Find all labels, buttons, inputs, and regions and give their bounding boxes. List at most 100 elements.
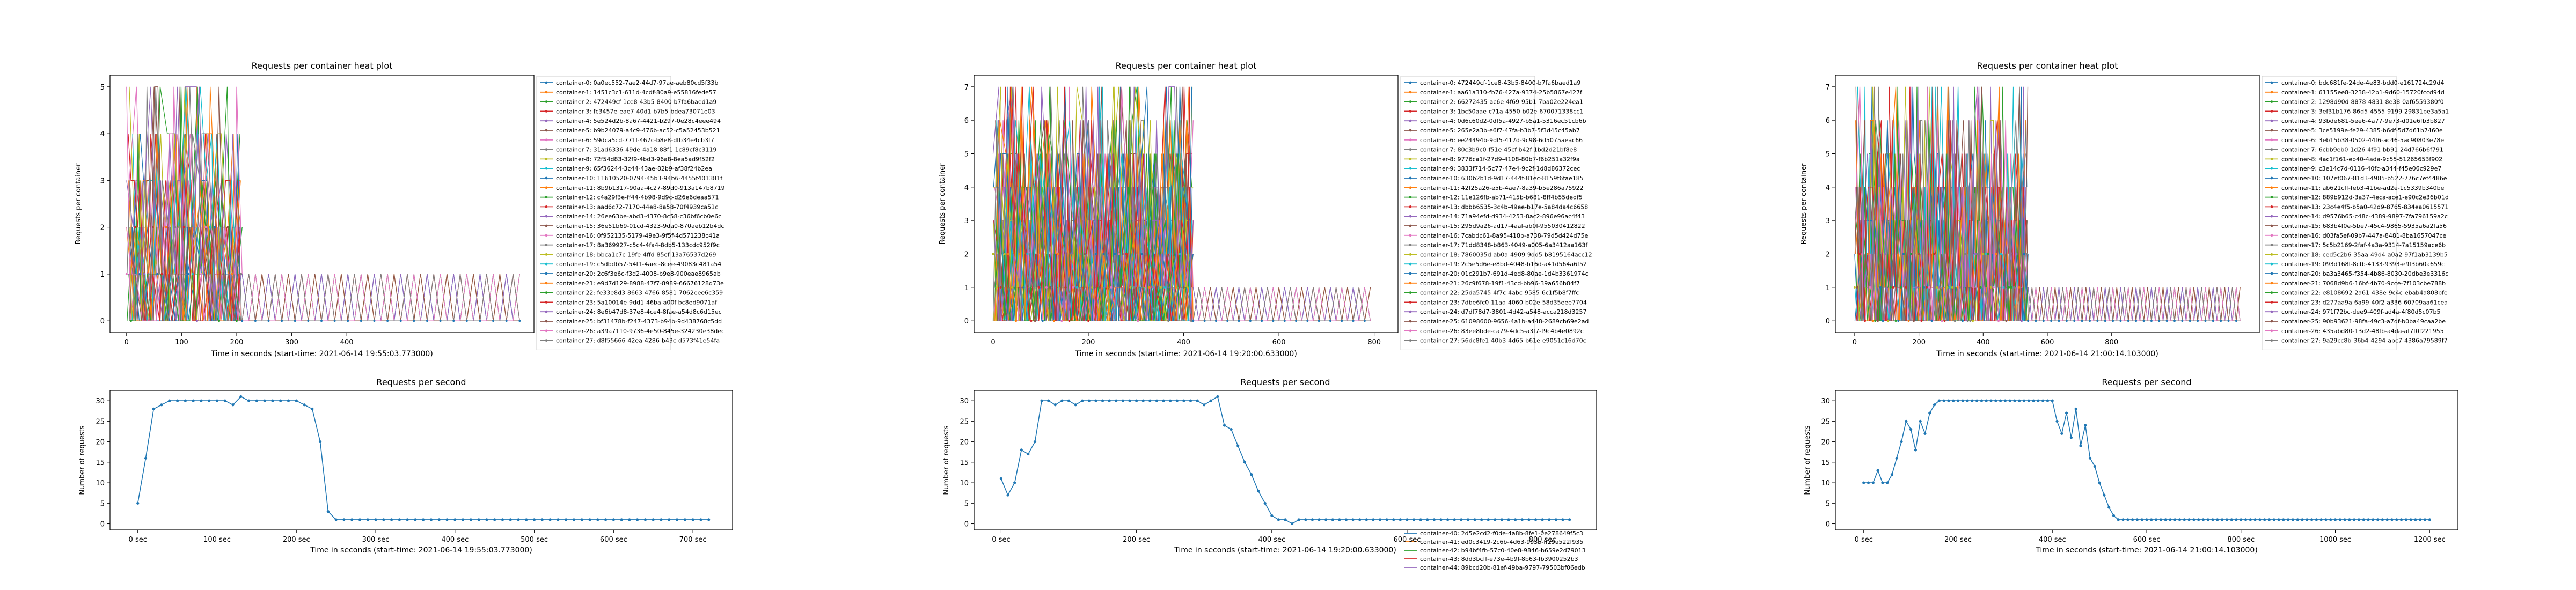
heat-marker (254, 320, 257, 322)
legend-marker (1409, 138, 1412, 142)
rps-point (350, 518, 354, 521)
rps-frame (1835, 390, 2458, 530)
legend-marker (2270, 329, 2273, 333)
legend-entry: container-19: 2c5e5d6e-e8bd-4048-b16d-a4… (1420, 261, 1587, 268)
heat-marker (1974, 253, 1977, 255)
heat-series-group (1853, 86, 2241, 322)
rps-point (668, 518, 671, 521)
heat-marker (1159, 286, 1162, 289)
rps-point (1923, 432, 1927, 435)
heat-marker (1163, 286, 1166, 289)
rps-point (2046, 399, 2050, 402)
legend-marker (545, 320, 548, 323)
heat-marker (2204, 320, 2207, 322)
rps-point (1053, 403, 1057, 407)
rps-point (1378, 518, 1382, 521)
rps-point (1013, 481, 1016, 484)
heat-marker (1964, 253, 1966, 255)
rps-point (2404, 518, 2407, 521)
rps-point (1466, 518, 1470, 521)
heat-marker (1053, 320, 1056, 322)
heat-marker (1182, 286, 1185, 289)
heat-marker (1099, 286, 1101, 289)
heat-marker (267, 320, 270, 322)
heat-marker (452, 320, 455, 322)
rps-point (2291, 518, 2295, 521)
rps-point (2343, 518, 2346, 521)
legend-marker (2270, 244, 2273, 246)
heat-xlabel: Time in seconds (start-time: 2021-06-14 … (1936, 350, 2158, 358)
rps-point (1108, 399, 1111, 402)
heat-marker (1087, 320, 1090, 322)
legend-marker (2270, 81, 2273, 84)
heat-marker (1907, 320, 1910, 322)
legend-marker (545, 224, 548, 227)
heat-marker (1249, 320, 1252, 322)
rps-point (1419, 518, 1422, 521)
rps-point (2310, 518, 2314, 521)
heat-marker (2197, 320, 2199, 322)
rps-point (1243, 461, 1246, 464)
heat-marker (1341, 320, 1343, 322)
heat-marker (426, 320, 428, 322)
rps-point (429, 518, 433, 521)
heat-ytick-label: 5 (100, 84, 105, 92)
rps-point (1230, 428, 1233, 431)
rps-series-line (137, 396, 709, 520)
heat-marker (1962, 320, 1964, 322)
legend-marker (2270, 253, 2273, 256)
rps-point (2187, 518, 2191, 521)
heat-marker (996, 286, 998, 289)
heat-marker (2142, 320, 2145, 322)
rps-point (532, 518, 536, 521)
rps-point (200, 399, 203, 402)
heat-marker (231, 272, 233, 275)
legend-marker (545, 301, 548, 304)
legend-marker (1409, 224, 1412, 227)
legend-marker (2270, 110, 2273, 113)
heat-marker (1106, 286, 1109, 289)
rps-xtick-label: 200 sec (1123, 536, 1150, 544)
heat-marker (281, 320, 283, 322)
rps-point (2065, 411, 2068, 415)
heat-tail-6 (242, 274, 520, 321)
rps-point (2169, 518, 2172, 521)
heat-marker (2212, 320, 2214, 322)
rps-point (1304, 518, 1307, 521)
heat-marker (1007, 253, 1009, 255)
rps-ytick-label: 5 (964, 500, 969, 508)
heat-marker (1946, 286, 1949, 289)
heat-xtick-label: 800 (1367, 338, 1381, 346)
rps-point (1933, 403, 1936, 407)
rps-point (2027, 399, 2030, 402)
heat-marker (1915, 286, 1918, 289)
rps-point (1392, 518, 1395, 521)
heat-marker (1167, 320, 1170, 322)
legend-marker (1409, 205, 1412, 208)
rps-point (1175, 399, 1179, 402)
rps-point (643, 518, 647, 521)
heat-marker (1114, 253, 1116, 255)
rps-frame (109, 390, 733, 530)
legend-entry: container-10: 107ef067-81d3-4985-b522-77… (2281, 175, 2447, 182)
rps-point (1358, 518, 1362, 521)
rps-point (1905, 419, 1908, 423)
heat-marker (1987, 253, 1989, 255)
heat-marker (1889, 286, 1892, 289)
rps-point (596, 518, 599, 521)
rps-series-line (1000, 396, 1570, 525)
rps-point (2419, 518, 2422, 521)
rps-ytick-label: 5 (100, 500, 105, 508)
rps-xtick-label: 600 sec (1394, 536, 1421, 544)
rps-point (2069, 436, 2073, 439)
legend-entry: container-18: 7860035d-ab0a-4909-9dd5-b8… (1420, 251, 1592, 258)
legend-entry: container-26: 83ee8bde-ca79-4dc5-a3f7-f9… (1420, 328, 1584, 335)
rps-point (1980, 399, 1984, 402)
legend-entry: container-4: 0d6c60d2-0df5a-4927-b5a1-53… (1420, 117, 1586, 124)
rps-point (1487, 518, 1490, 521)
rps-point (422, 518, 425, 521)
heat-marker (1295, 320, 1298, 322)
heat-marker (1186, 286, 1189, 289)
